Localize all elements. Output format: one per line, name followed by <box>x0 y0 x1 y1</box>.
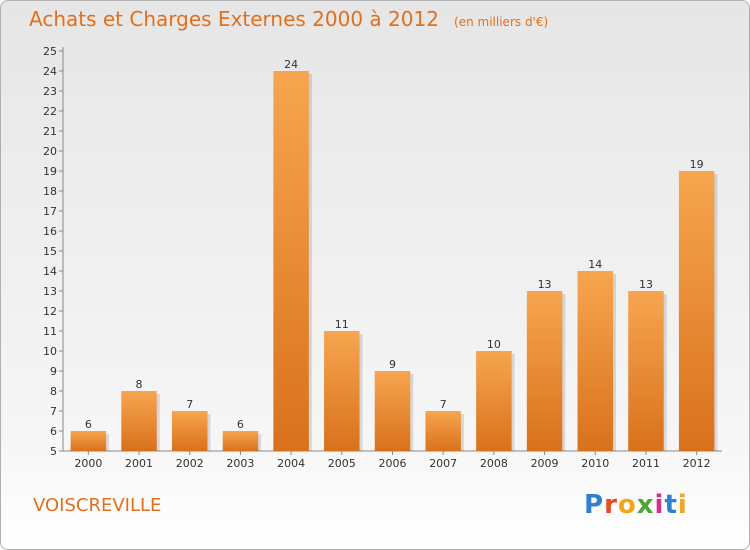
bar-2010 <box>577 271 614 451</box>
y-tick-label: 25 <box>43 45 57 58</box>
bar-2005 <box>324 331 360 451</box>
chart-axes: 5 6 7 8 9 10 11 12 13 14 15 16 17 18 19 20 21 22 23 24 25 <box>43 45 722 458</box>
y-tick-label: 18 <box>43 185 57 198</box>
bar-2000 <box>70 431 107 451</box>
x-tick-label: 2003 <box>226 457 254 470</box>
x-tick-label: 2002 <box>176 457 204 470</box>
x-tick-label: 2001 <box>125 457 153 470</box>
value-label: 8 <box>136 378 143 391</box>
bar-2012 <box>678 171 715 451</box>
value-label: 9 <box>389 358 396 371</box>
bar-2003 <box>222 431 259 451</box>
y-tick-label: 7 <box>50 405 57 418</box>
value-label: 7 <box>440 398 447 411</box>
x-tick-label: 2005 <box>328 457 356 470</box>
value-label: 24 <box>284 58 298 71</box>
y-tick-label: 19 <box>43 165 57 178</box>
value-label: 11 <box>335 318 349 331</box>
bar-2001 <box>121 391 157 451</box>
x-tick-label: 2006 <box>379 457 407 470</box>
x-tick-label: 2009 <box>531 457 559 470</box>
y-tick-label: 12 <box>43 305 57 318</box>
y-tick-label: 9 <box>50 365 57 378</box>
x-tick-label: 2012 <box>683 457 711 470</box>
y-tick-label: 11 <box>43 325 57 338</box>
city-name: VOISCREVILLE <box>33 495 162 516</box>
bar-2008 <box>476 351 512 451</box>
y-tick-label: 24 <box>43 65 57 78</box>
bar-2009 <box>526 291 563 451</box>
value-label: 10 <box>487 338 501 351</box>
logo-letter: i <box>677 490 688 520</box>
logo-letter: P <box>584 490 605 520</box>
chart-labels: 2000 6 2001 8 2002 7 2003 6 2004 24 2005 11 2006 9 200… <box>74 58 710 470</box>
value-label: 19 <box>690 158 704 171</box>
y-tick-label: 5 <box>50 445 57 458</box>
x-tick-label: 2010 <box>581 457 609 470</box>
y-tick-label: 6 <box>50 425 57 438</box>
chart-bars <box>70 71 718 451</box>
y-tick-label: 23 <box>43 85 57 98</box>
value-label: 6 <box>237 418 244 431</box>
chart-unit: (en milliers d'€) <box>454 15 549 29</box>
logo-letter: x <box>636 490 655 520</box>
bar-2002 <box>171 411 208 451</box>
y-tick-label: 8 <box>50 385 57 398</box>
y-tick-label: 17 <box>43 205 57 218</box>
proxiti-logo: Proxiti <box>584 490 688 520</box>
y-tick-label: 10 <box>43 345 57 358</box>
value-label: 14 <box>588 258 602 271</box>
logo-letter: t <box>664 490 678 520</box>
y-tick-label: 16 <box>43 225 57 238</box>
value-label: 13 <box>639 278 653 291</box>
x-tick-label: 2000 <box>74 457 102 470</box>
logo-letter: i <box>654 490 665 520</box>
bar-2011 <box>628 291 664 451</box>
value-label: 6 <box>85 418 92 431</box>
x-tick-label: 2004 <box>277 457 305 470</box>
y-tick-label: 15 <box>43 245 57 258</box>
value-label: 13 <box>538 278 552 291</box>
x-tick-label: 2011 <box>632 457 660 470</box>
x-tick-label: 2008 <box>480 457 508 470</box>
y-tick-label: 21 <box>43 125 57 138</box>
y-tick-label: 13 <box>43 285 57 298</box>
y-tick-label: 14 <box>43 265 57 278</box>
bar-2006 <box>374 371 411 451</box>
y-tick-label: 20 <box>43 145 57 158</box>
y-tick-label: 22 <box>43 105 57 118</box>
chart-title: Achats et Charges Externes 2000 à 2012 <box>29 7 439 31</box>
chart-title-block: Achats et Charges Externes 2000 à 2012 (… <box>29 7 548 31</box>
logo-letter: o <box>617 490 637 520</box>
value-label: 7 <box>186 398 193 411</box>
bar-2004 <box>273 71 309 451</box>
logo-letter: r <box>604 490 618 520</box>
bar-2007 <box>425 411 461 451</box>
x-tick-label: 2007 <box>429 457 457 470</box>
